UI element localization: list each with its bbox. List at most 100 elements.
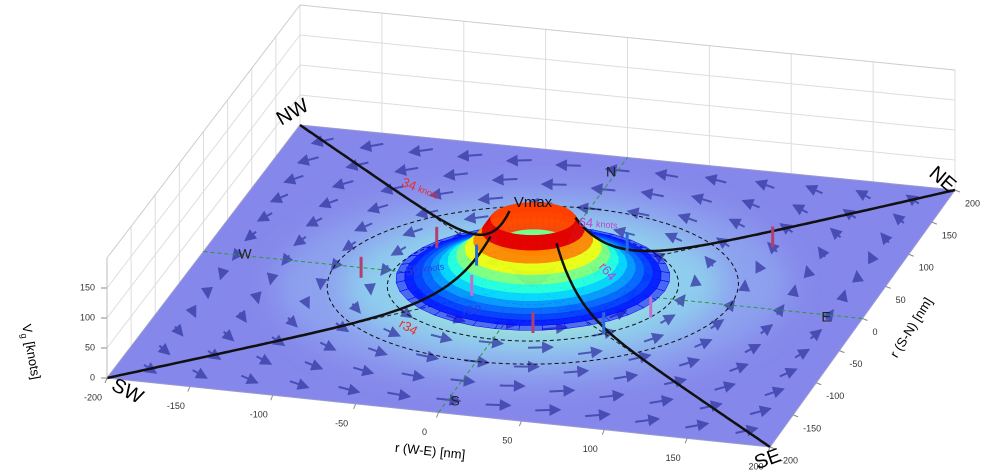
wind-arrow <box>728 218 746 230</box>
wind-arrow <box>741 198 761 211</box>
wind-arrow <box>456 149 483 162</box>
wind-arrow <box>764 386 785 398</box>
wind-arrow <box>217 267 230 281</box>
wind-arrow <box>491 173 518 186</box>
wind-arrow <box>299 295 310 310</box>
peak-label: Vmax <box>514 194 553 211</box>
wind-arrow <box>201 286 213 300</box>
profile-curve <box>106 235 492 380</box>
surface-patch <box>525 263 539 276</box>
wind-arrow <box>394 164 419 176</box>
wind-arrow <box>304 359 324 371</box>
wind-arrow <box>331 178 354 190</box>
wind-arrow <box>578 346 604 359</box>
wind-arrow <box>353 364 375 377</box>
wind-speed: 34 <box>400 175 419 194</box>
wind-arrow <box>549 384 576 397</box>
contour-ring <box>326 205 740 365</box>
surface-patch <box>509 283 526 294</box>
wind-arrow <box>442 168 468 181</box>
wind-arrow <box>428 187 454 200</box>
tick-label: -150 <box>167 401 185 411</box>
wind-arrow <box>690 193 712 206</box>
wind-speed-label: 64 knots <box>578 215 619 233</box>
tick-label: 0 <box>873 327 878 337</box>
tick-label: 100 <box>919 263 934 273</box>
wind-arrow <box>766 241 780 255</box>
wind-arrow <box>266 272 279 286</box>
surface-patch <box>536 262 550 276</box>
wind-arrow <box>359 140 384 152</box>
tick-label: 50 <box>896 295 906 305</box>
surface-patch <box>526 250 538 265</box>
surface-patch <box>518 325 543 331</box>
tick-mark <box>792 414 799 418</box>
wind-arrow <box>315 277 328 291</box>
wind-arrow <box>256 210 273 222</box>
surface-patch <box>538 283 555 294</box>
wind-arrow <box>305 215 323 227</box>
wind-arrow <box>677 212 698 225</box>
wind-arrow <box>527 341 555 354</box>
surface-patch <box>513 262 527 276</box>
box-edge <box>106 4 956 259</box>
y-axis-title: r (S-N) [nm] <box>887 295 936 361</box>
wind-arrow <box>354 220 373 232</box>
wind-arrow <box>613 370 639 383</box>
wind-arrow <box>450 374 476 387</box>
wind-arrow <box>855 189 872 202</box>
surface-patch <box>521 307 542 315</box>
tick-label: 100 <box>80 312 95 322</box>
surface-patch <box>522 300 541 309</box>
wind-arrow <box>235 309 247 323</box>
compass-label: S <box>450 393 459 409</box>
wind-arrow <box>171 323 184 337</box>
tick-mark <box>908 253 914 257</box>
surface-patch <box>511 274 527 286</box>
wind-arrow <box>659 314 676 326</box>
surface-patch <box>536 249 548 264</box>
wind-arrow <box>430 331 453 344</box>
wind-arrow <box>779 367 798 379</box>
radius-label: r50 <box>463 302 482 317</box>
wind-arrow <box>387 388 412 401</box>
wind-arrow <box>635 414 661 427</box>
compass-label: N <box>606 164 616 180</box>
tick-mark <box>353 403 357 410</box>
wind-arrow <box>822 309 834 323</box>
x-axis-title: r (W-E) [nm] <box>394 440 466 462</box>
wind-arrow <box>613 226 635 239</box>
tick-mark <box>187 386 191 392</box>
wind-arrow <box>416 350 440 363</box>
wind-arrow <box>367 345 388 357</box>
tick-mark <box>931 221 938 225</box>
wind-arrow <box>599 389 625 402</box>
wind-speed: 50 <box>405 262 421 279</box>
tick-mark <box>862 318 868 321</box>
tick-label: 0 <box>422 427 427 437</box>
wind-arrow <box>649 395 674 407</box>
tick-mark <box>104 377 108 384</box>
surface-patch <box>538 292 557 302</box>
wind-arrow <box>402 226 423 238</box>
tick-label: 150 <box>80 282 95 292</box>
wind-arrow <box>338 383 361 396</box>
surface-patch <box>537 273 553 286</box>
wind-arrow <box>383 326 401 338</box>
z-symbol: V <box>19 323 35 334</box>
wind-arrow <box>755 260 767 274</box>
surface-patch <box>519 319 543 326</box>
wind-arrow <box>157 342 171 356</box>
wind-arrow <box>836 289 848 303</box>
wind-arrow <box>256 353 273 365</box>
wind-arrow <box>710 319 725 331</box>
wind-arrow <box>463 211 489 224</box>
wind-arrow <box>477 192 504 205</box>
wind-arrow <box>283 173 304 185</box>
wind-arrow <box>293 234 307 247</box>
wind-arrow <box>817 246 830 260</box>
wind-arrow <box>704 174 727 186</box>
wind-arrow <box>868 251 879 265</box>
wind-arrow <box>285 314 298 328</box>
